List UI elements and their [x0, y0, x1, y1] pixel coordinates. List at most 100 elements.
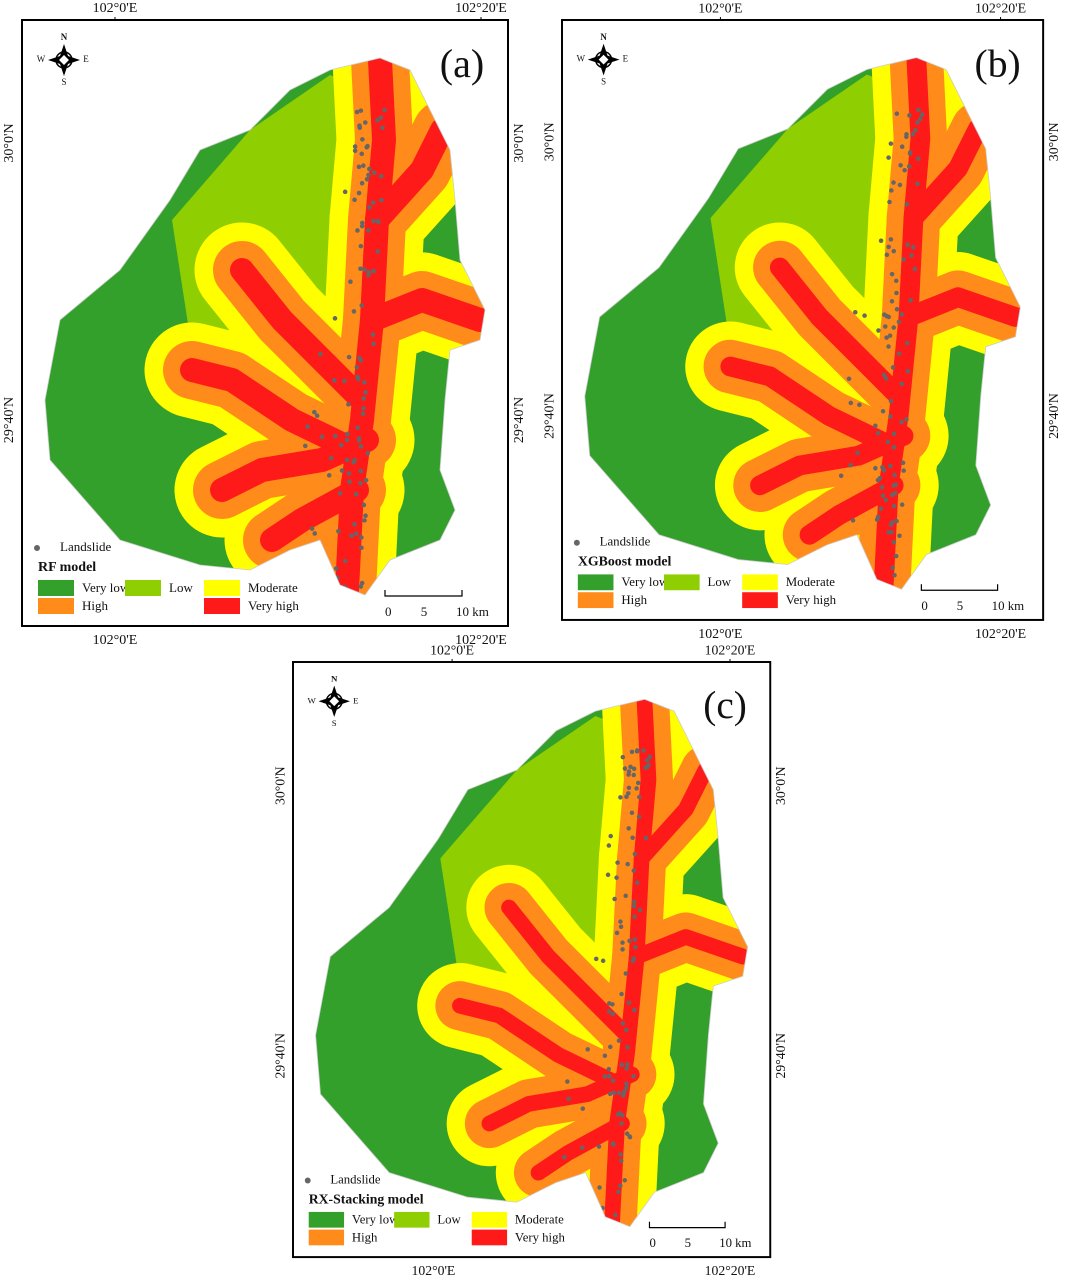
landslide-point — [375, 249, 381, 254]
landslide-point — [624, 794, 629, 800]
region-outline — [44, 57, 486, 596]
landslide-point — [631, 903, 637, 909]
landslide-point — [848, 462, 853, 468]
landslide-point — [344, 457, 350, 463]
compass-letter: S — [61, 77, 66, 87]
landslide-point — [899, 381, 905, 387]
landslide-point — [630, 958, 636, 964]
scale-label: 10 km — [456, 604, 489, 619]
landslide-point — [618, 795, 623, 800]
landslide-point — [896, 351, 902, 356]
landslide-point — [366, 172, 371, 178]
panel-label: (b) — [975, 42, 1021, 86]
susceptibility-zone — [530, 1115, 630, 1181]
landslide-point — [359, 545, 364, 551]
landslide-point — [889, 492, 895, 498]
landslide-point — [911, 244, 916, 250]
landslide-point — [610, 1002, 615, 1007]
landslide-point — [363, 477, 369, 483]
landslide-point — [890, 365, 896, 370]
landslide-point — [629, 749, 635, 755]
landslide-point — [326, 473, 332, 478]
landslide-point — [361, 502, 367, 508]
landslide-point — [360, 137, 365, 142]
landslide-point — [616, 1090, 622, 1096]
landslide-symbol — [34, 545, 40, 551]
lat-label: 29°40'N — [512, 397, 527, 443]
legend-swatch — [308, 1211, 345, 1228]
legend-class: Very high — [248, 598, 299, 613]
compass-ring — [55, 51, 73, 69]
landslide-point — [881, 468, 887, 473]
landslide-point — [888, 237, 894, 242]
susceptibility-zone — [501, 899, 635, 1044]
landslide-point — [626, 826, 631, 831]
landslide-point — [878, 506, 884, 512]
landslide-point — [644, 757, 650, 763]
landslide-point — [358, 584, 364, 589]
landslide-point — [622, 766, 628, 771]
landslide-point — [344, 437, 350, 443]
landslide-point — [367, 205, 372, 210]
landslide-point — [891, 444, 897, 450]
landslide-point — [371, 268, 377, 274]
compass-letter: W — [307, 695, 316, 705]
landslide-point — [888, 398, 894, 404]
region-outline — [584, 57, 1021, 590]
landslide-point — [607, 1073, 612, 1079]
scale-label: 0 — [385, 604, 392, 619]
lat-label: 30°0'N — [512, 123, 527, 162]
legend-swatch — [742, 592, 778, 609]
compass-center — [57, 53, 71, 67]
landslide-point — [302, 443, 308, 449]
landslide-point — [899, 312, 905, 317]
landslide-point — [624, 1027, 629, 1033]
landslide-point — [342, 378, 347, 384]
landslide-point — [348, 279, 353, 285]
landslide-point — [606, 1009, 612, 1014]
landslide-point — [889, 299, 895, 304]
landslide-point — [915, 120, 920, 125]
compass-ring — [594, 50, 613, 69]
lon-label: 102°0'E — [698, 0, 742, 15]
landslide-point — [362, 267, 367, 272]
scale-label: 0 — [649, 1236, 655, 1250]
legend-swatch — [471, 1229, 508, 1246]
landslide-point — [619, 1121, 624, 1126]
landslide-point — [905, 242, 911, 247]
landslide-point — [338, 442, 344, 448]
panel-label: (c) — [703, 684, 747, 727]
landslide-point — [628, 764, 633, 770]
landslide-point — [370, 332, 376, 337]
landslide-point — [647, 754, 653, 760]
landslide-point — [593, 956, 599, 962]
landslide-point — [884, 335, 889, 340]
lon-label: 102°20'E — [975, 0, 1026, 15]
map-frame — [21, 19, 509, 627]
landslide-point — [382, 107, 387, 113]
lat-label: 29°40'N — [2, 397, 17, 443]
landslide-point — [358, 266, 363, 271]
landslide-point — [337, 490, 343, 496]
compass: N S E W — [37, 32, 90, 87]
map-panel: 102°0'E 102°0'E 102°20'E 102°20'E 30°0'N 30°0… — [272, 642, 788, 1278]
scale-label: 10 km — [992, 599, 1025, 613]
lon-label: 102°20'E — [705, 642, 756, 657]
landslide-point — [891, 539, 897, 545]
landslide-point — [359, 580, 365, 586]
landslide-point — [917, 116, 923, 122]
landslide-point — [624, 1081, 629, 1086]
landslide-point — [624, 1085, 629, 1091]
legend-class: Moderate — [515, 1213, 564, 1227]
landslide-point — [838, 473, 844, 479]
legend-swatch — [38, 598, 74, 614]
susceptibility-zone — [481, 1066, 640, 1132]
landslide-point — [607, 1091, 613, 1097]
map-panel: 102°0'E 102°0'E 102°20'E 102°20'E 30°0'N 30°0… — [2, 1, 527, 648]
landslide-point — [364, 176, 370, 182]
landslide-point — [629, 810, 635, 816]
landslide-point — [909, 253, 914, 258]
landslide-point — [894, 111, 900, 116]
landslide-point — [352, 197, 357, 203]
landslide-point — [356, 438, 362, 443]
